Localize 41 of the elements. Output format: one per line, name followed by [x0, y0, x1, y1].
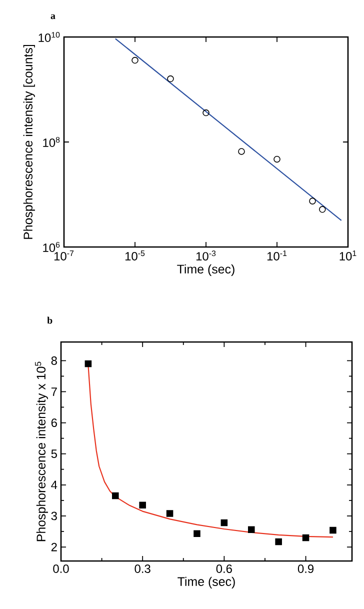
point	[309, 198, 316, 204]
y-tick-label: 6	[51, 418, 57, 427]
x-tick-label: 10$^{-7}$	[54, 250, 74, 260]
point	[194, 530, 200, 538]
x-tick-label: 0.0	[53, 564, 69, 573]
point	[248, 526, 255, 534]
chart-title: a	[50, 14, 56, 20]
x-tick-label: 0.6	[216, 564, 232, 573]
point	[275, 538, 282, 546]
chart-title: b	[47, 316, 52, 324]
y-tick-label: 8	[51, 356, 57, 365]
x-tick-label: 10$^{-3}$	[196, 250, 216, 261]
x-tick-label: 10$^{-1}$	[267, 250, 287, 260]
point	[238, 148, 245, 155]
point	[167, 75, 174, 82]
y-tick-label: 3	[51, 512, 57, 520]
y-tick-label: 10$^{6}$	[43, 242, 60, 252]
y-tick-label: 10$^{10}$	[38, 32, 60, 42]
point	[302, 534, 310, 542]
y-tick-label: 7	[51, 388, 57, 396]
y-tick-label: 2	[51, 542, 57, 552]
point	[220, 519, 228, 526]
point	[132, 56, 138, 64]
point	[112, 492, 119, 500]
point	[84, 360, 92, 368]
x-tick-label: 10$^{-5}$	[125, 250, 145, 260]
point	[139, 502, 146, 508]
x-tick-label: 10$^{1}$	[340, 250, 356, 260]
point	[330, 526, 336, 534]
y-tick-label: 4	[51, 480, 58, 490]
point	[274, 156, 280, 163]
x-axis-title: Time (sec)	[177, 264, 234, 276]
y-tick-label: 10$^{8}$	[43, 136, 60, 147]
x-axis-title: Time (sec)	[178, 576, 235, 588]
point	[166, 510, 174, 517]
point	[202, 109, 210, 116]
y-axis-title: Phosphorescence intensity x 10$^{5}$	[35, 362, 48, 542]
x-tick-label: 0.9	[298, 564, 314, 573]
x-tick-label: 0.3	[134, 564, 150, 573]
y-axis-title: Phosphorescence intensity [counts]	[23, 44, 35, 239]
y-tick-label: 5	[51, 450, 57, 458]
